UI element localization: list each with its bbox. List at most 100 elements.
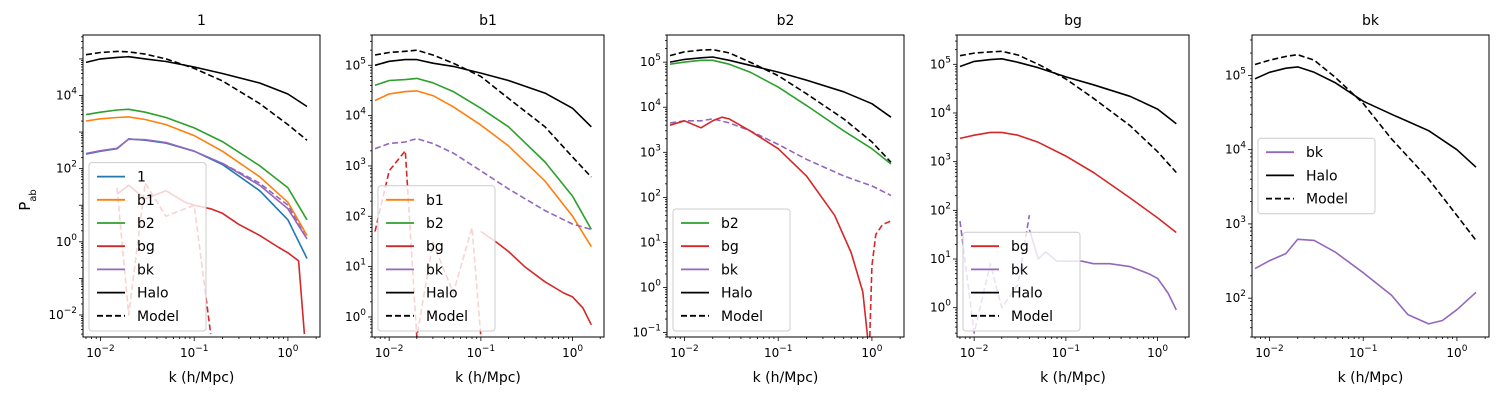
chart-title: bk: [1362, 13, 1380, 29]
x-tick-label: 10−2: [1255, 344, 1284, 360]
x-axis-label: k (h/Mpc): [1338, 370, 1404, 386]
legend-box: [88, 162, 207, 332]
x-tick-label: 100: [277, 344, 298, 360]
axes-frame: [956, 34, 1190, 338]
x-tick-label: 10−2: [670, 344, 699, 360]
y-tick-label: 100: [56, 233, 77, 249]
x-axis-label: k (h/Mpc): [455, 370, 521, 386]
y-tick-label: 102: [345, 207, 366, 223]
series-line-bk: [85, 138, 308, 240]
legend-label-b1: b1: [137, 193, 155, 209]
series-line-Model-dashed: [959, 50, 1177, 174]
chart-title: b2: [777, 13, 795, 29]
series-line-Model-dashed: [669, 48, 892, 163]
y-tick-label: 102: [930, 201, 951, 217]
y-tick-label: 102: [640, 188, 661, 204]
axes-frame: [1251, 34, 1490, 338]
y-tick-label: 105: [930, 55, 951, 71]
legend-label-bk: bk: [1011, 262, 1029, 278]
series-line-b2: [374, 77, 592, 230]
x-tick-label: 100: [861, 344, 882, 360]
legend-label-b2: b2: [426, 216, 444, 232]
y-tick-label: 102: [56, 160, 77, 176]
y-axis-label: Pab: [16, 189, 39, 211]
x-tick-label: 10−1: [467, 344, 496, 360]
y-tick-label: 105: [345, 56, 366, 72]
series-line-bk: [1254, 238, 1477, 325]
x-tick-label: 10−1: [764, 344, 793, 360]
legend: 1 b1 b2 bg bk Halo Model: [88, 162, 207, 332]
series-line-bk-dashed: [222, 162, 308, 240]
series-group: [1254, 53, 1477, 325]
y-tick-label: 103: [930, 153, 951, 169]
series-line-Halo: [959, 57, 1177, 125]
legend: bk Halo Model: [1257, 137, 1376, 215]
y-axis-label-main: P: [16, 202, 34, 211]
y-tick-label: 105: [640, 53, 661, 69]
legend-label-Halo: Halo: [1011, 286, 1043, 302]
y-tick-label: 102: [1225, 289, 1246, 305]
legend-label-Halo: Halo: [721, 286, 753, 302]
x-tick-label: 10−1: [180, 344, 209, 360]
y-tick-label: 100: [930, 299, 951, 315]
y-tick-label: 104: [1225, 141, 1246, 157]
legend-label-Model: Model: [721, 309, 763, 325]
y-tick-label: 101: [640, 233, 661, 249]
series-line-Halo: [374, 58, 592, 128]
x-axis-label: k (h/Mpc): [169, 370, 235, 386]
x-axis-label: k (h/Mpc): [753, 370, 819, 386]
y-tick-label: 10−2: [48, 306, 77, 322]
chart-panel-3: 10−2 10−1 100 100 101 102 103 104 105 bg k (h/Mpc)…: [930, 13, 1190, 386]
legend-label-bk: bk: [426, 262, 444, 278]
series-line-b1: [85, 116, 308, 236]
legend: b1 b2 bg bk Halo Model: [377, 185, 496, 332]
legend: bg bk Halo Model: [962, 231, 1081, 332]
legend-label-bg: bg: [721, 239, 739, 255]
series-line-bg: [480, 230, 593, 326]
legend: b2 bg bk Halo Model: [672, 208, 791, 332]
legend-label-Halo: Halo: [137, 286, 169, 302]
series-line-bk-dashed: [374, 137, 592, 231]
legend-box: [962, 231, 1081, 332]
y-tick-label: 104: [930, 104, 951, 120]
legend-label-bk: bk: [721, 262, 739, 278]
series-line-b2: [85, 108, 308, 221]
series-line-Halo: [1254, 66, 1477, 168]
legend-box: [672, 208, 791, 332]
y-tick-label: 105: [1225, 66, 1246, 82]
chart-panel-1: 10−2 10−1 100 100 101 102 103 104 105 b1 k (h/Mpc)…: [345, 13, 605, 386]
y-tick-label: 100: [640, 279, 661, 295]
chart-title: b1: [479, 13, 497, 29]
y-tick-label: 103: [345, 157, 366, 173]
x-tick-label: 10−1: [1349, 344, 1378, 360]
axes-frame: [666, 34, 905, 338]
series-line-Halo: [669, 56, 892, 118]
legend-label-bg: bg: [1011, 239, 1029, 255]
legend-label-bg: bg: [137, 239, 155, 255]
series-line-b1: [374, 90, 592, 248]
chart-panel-0: 10−2 10−1 100 10−2 100 102 104 1 k (h/Mpc) 1 b1 b2 b…: [48, 13, 321, 386]
y-tick-label: 104: [640, 98, 661, 114]
legend-label-Model: Model: [1011, 309, 1053, 325]
x-tick-label: 10−1: [1052, 344, 1081, 360]
x-tick-label: 100: [1147, 344, 1168, 360]
legend-box: [1257, 137, 1376, 215]
x-axis-label: k (h/Mpc): [1040, 370, 1106, 386]
legend-label-Halo: Halo: [426, 286, 458, 302]
y-tick-label: 101: [345, 258, 366, 274]
legend-label-b2: b2: [137, 216, 155, 232]
series-line-bg: [959, 131, 1177, 234]
legend-label-bk: bk: [1306, 145, 1324, 161]
y-tick-label: 100: [345, 308, 366, 324]
series-line-b2: [669, 59, 892, 165]
x-tick-label: 10−2: [375, 344, 404, 360]
y-axis-label-subscript: ab: [28, 189, 39, 201]
y-tick-label: 104: [56, 86, 77, 102]
y-tick-label: 10−1: [632, 324, 661, 340]
chart-title: 1: [197, 13, 206, 29]
x-tick-label: 10−2: [86, 344, 115, 360]
y-tick-label: 101: [930, 250, 951, 266]
y-tick-label: 103: [640, 143, 661, 159]
